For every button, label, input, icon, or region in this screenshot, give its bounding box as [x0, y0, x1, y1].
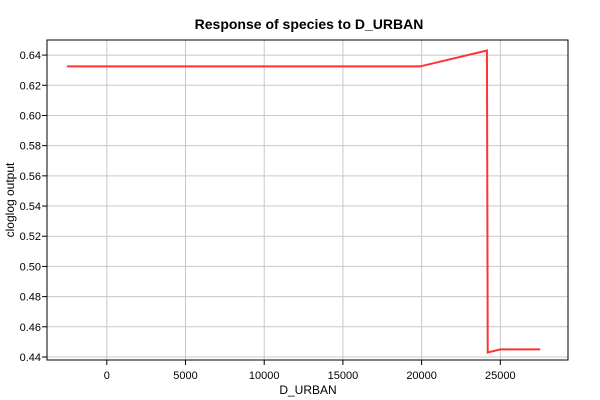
y-tick-label: 0.62 — [20, 80, 41, 92]
x-tick-label: 15000 — [328, 370, 359, 382]
series-layer — [66, 49, 541, 354]
series-line — [67, 49, 540, 354]
y-tick-label: 0.56 — [20, 171, 41, 183]
y-tick-label: 0.52 — [20, 231, 41, 243]
y-tick-label: 0.46 — [20, 322, 41, 334]
y-tick-label: 0.60 — [20, 110, 41, 122]
data-point — [499, 348, 502, 351]
y-tick-label: 0.50 — [20, 261, 41, 273]
data-point — [538, 348, 541, 351]
data-point — [419, 65, 421, 68]
y-tick-label: 0.44 — [20, 352, 41, 364]
grid-layer — [47, 40, 568, 360]
y-tick-label: 0.64 — [20, 50, 41, 62]
y-axis: 0.44 0.46 0.48 0.50 0.52 0.54 0.56 0.58 0.60 0.62… — [20, 50, 47, 364]
x-tick-label: 5000 — [173, 370, 197, 382]
y-tick-label: 0.54 — [20, 201, 41, 213]
x-tick-label: 25000 — [485, 370, 516, 382]
y-tick-label: 0.48 — [20, 292, 41, 304]
x-tick-label: 10000 — [249, 370, 280, 382]
y-axis-label: cloglog output — [3, 162, 17, 237]
plot-area — [46, 39, 569, 361]
x-axis-label: D_URBAN — [279, 383, 336, 397]
y-tick-label: 0.58 — [20, 141, 41, 153]
data-point — [486, 351, 489, 354]
data-point — [66, 65, 69, 68]
chart-title: Response of species to D_URBAN — [195, 16, 424, 32]
x-tick-label: 0 — [104, 370, 110, 382]
x-tick-label: 20000 — [406, 370, 437, 382]
data-point — [486, 49, 488, 52]
x-axis: 0 5000 10000 15000 20000 25000 — [104, 360, 516, 382]
